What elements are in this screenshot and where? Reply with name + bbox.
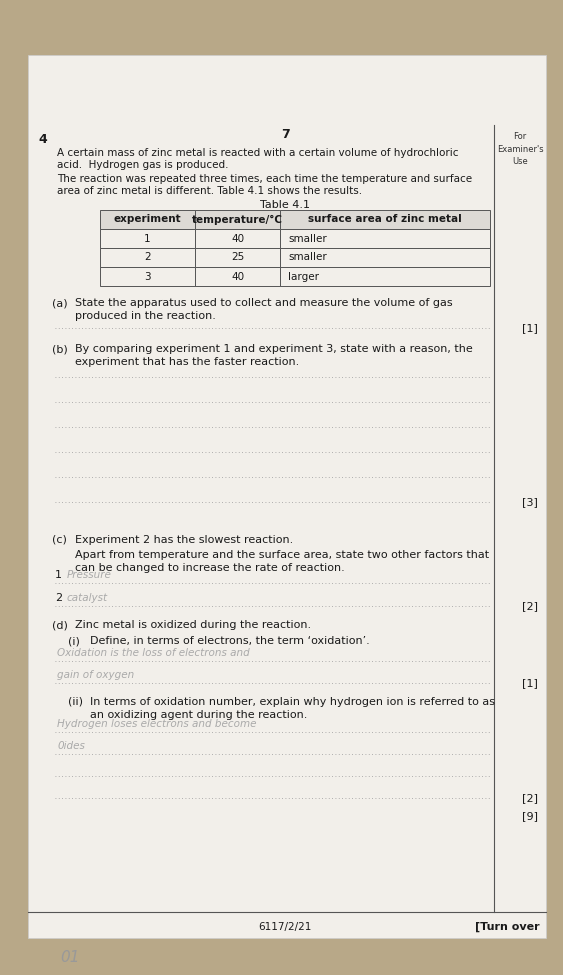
Text: (c): (c)	[52, 535, 67, 545]
Text: catalyst: catalyst	[67, 593, 108, 603]
Text: produced in the reaction.: produced in the reaction.	[75, 311, 216, 321]
Bar	[100, 210, 195, 229]
Text: In terms of oxidation number, explain why hydrogen ion is referred to as: In terms of oxidation number, explain wh…	[90, 697, 495, 707]
Text: [Turn over: [Turn over	[475, 922, 540, 932]
Text: A certain mass of zinc metal is reacted with a certain volume of hydrochloric: A certain mass of zinc metal is reacted …	[57, 148, 458, 158]
Text: area of zinc metal is different. Table 4.1 shows the results.: area of zinc metal is different. Table 4…	[57, 186, 362, 196]
Text: 25: 25	[231, 253, 244, 262]
Bar	[195, 229, 280, 248]
Bar	[195, 210, 280, 229]
Text: Apart from temperature and the surface area, state two other factors that: Apart from temperature and the surface a…	[75, 550, 489, 560]
Bar	[100, 267, 195, 286]
Text: larger: larger	[288, 271, 319, 282]
Text: 6117/2/21: 6117/2/21	[258, 922, 312, 932]
Bar	[100, 248, 195, 267]
Text: 40: 40	[231, 271, 244, 282]
Text: 2: 2	[55, 593, 62, 603]
Text: smaller: smaller	[288, 253, 327, 262]
Bar	[100, 229, 195, 248]
Text: experiment that has the faster reaction.: experiment that has the faster reaction.	[75, 357, 300, 367]
Text: Pressure: Pressure	[67, 570, 112, 580]
Text: For
Examiner's
Use: For Examiner's Use	[497, 132, 543, 166]
Text: an oxidizing agent during the reaction.: an oxidizing agent during the reaction.	[90, 710, 307, 720]
Text: Experiment 2 has the slowest reaction.: Experiment 2 has the slowest reaction.	[75, 535, 293, 545]
Text: [3]: [3]	[522, 497, 538, 507]
Text: (ii): (ii)	[68, 697, 83, 707]
Text: [1]: [1]	[522, 678, 538, 688]
Text: temperature/°C: temperature/°C	[192, 214, 283, 224]
Text: By comparing experiment 1 and experiment 3, state with a reason, the: By comparing experiment 1 and experiment…	[75, 344, 473, 354]
Text: Hydrogen loses electrons and become: Hydrogen loses electrons and become	[57, 719, 257, 729]
Text: (i): (i)	[68, 636, 80, 646]
Text: 2: 2	[144, 253, 151, 262]
Bar	[280, 210, 490, 229]
Text: (b): (b)	[52, 344, 68, 354]
Text: acid.  Hydrogen gas is produced.: acid. Hydrogen gas is produced.	[57, 160, 229, 170]
Bar	[280, 229, 490, 248]
Text: (d): (d)	[52, 620, 68, 630]
Text: (a): (a)	[52, 298, 68, 308]
Bar	[280, 248, 490, 267]
Text: gain of oxygen: gain of oxygen	[57, 670, 134, 680]
Text: [2]: [2]	[522, 793, 538, 803]
Text: 3: 3	[144, 271, 151, 282]
Text: [2]: [2]	[522, 601, 538, 611]
Text: State the apparatus used to collect and measure the volume of gas: State the apparatus used to collect and …	[75, 298, 453, 308]
Text: Table 4.1: Table 4.1	[260, 200, 310, 210]
Text: 40: 40	[231, 233, 244, 244]
Text: [9]: [9]	[522, 811, 538, 821]
Text: surface area of zinc metal: surface area of zinc metal	[308, 214, 462, 224]
Bar	[195, 248, 280, 267]
Text: Define, in terms of electrons, the term ‘oxidation’.: Define, in terms of electrons, the term …	[90, 636, 370, 646]
Text: smaller: smaller	[288, 233, 327, 244]
Text: can be changed to increase the rate of reaction.: can be changed to increase the rate of r…	[75, 563, 345, 573]
Text: 0ides: 0ides	[57, 741, 85, 751]
Text: 7: 7	[280, 128, 289, 141]
Bar	[280, 267, 490, 286]
Text: 1: 1	[144, 233, 151, 244]
Bar	[195, 267, 280, 286]
Text: Zinc metal is oxidized during the reaction.: Zinc metal is oxidized during the reacti…	[75, 620, 311, 630]
Text: 1: 1	[55, 570, 62, 580]
Text: The reaction was repeated three times, each time the temperature and surface: The reaction was repeated three times, e…	[57, 174, 472, 184]
Text: 01: 01	[60, 950, 79, 965]
Text: 4: 4	[38, 133, 47, 146]
Text: [1]: [1]	[522, 323, 538, 333]
Text: Oxidation is the loss of electrons and: Oxidation is the loss of electrons and	[57, 648, 250, 658]
Text: experiment: experiment	[114, 214, 181, 224]
